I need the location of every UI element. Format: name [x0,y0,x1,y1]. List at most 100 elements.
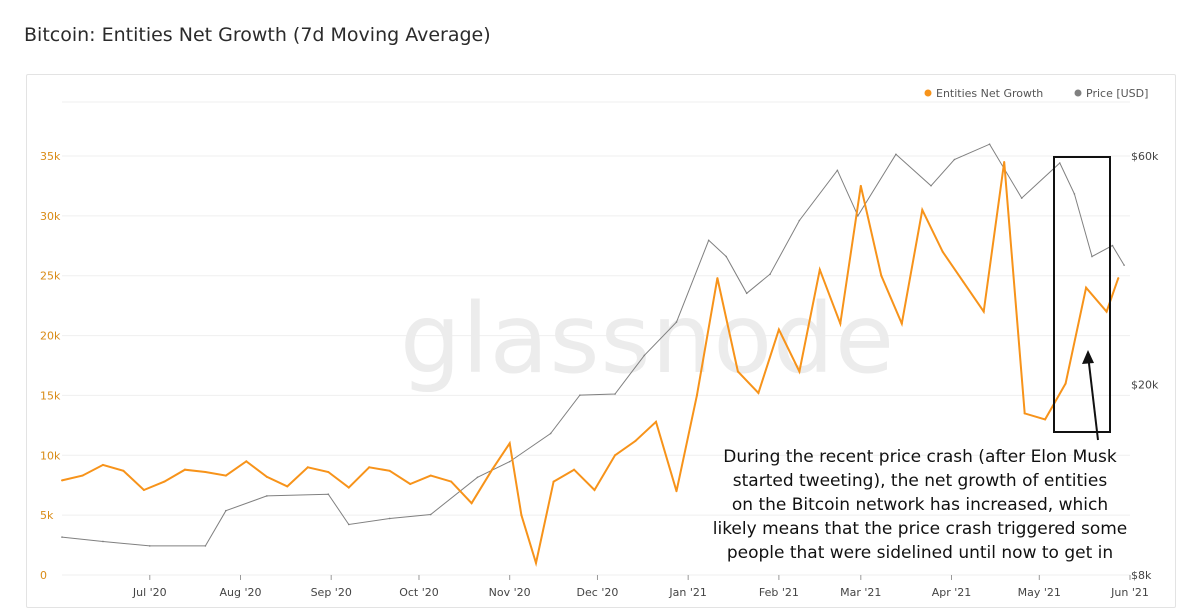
growth-point [1064,382,1067,385]
price-point [857,215,859,217]
series-points-price [61,143,1125,547]
x-tick-label: Feb '21 [759,586,799,599]
annotation-line: people that were sidelined until now to … [727,543,1113,563]
price-point [388,517,391,520]
y-left-tick-label: 30k [40,210,61,223]
growth-point [614,454,617,457]
growth-point [429,474,432,477]
price-point [225,509,227,512]
price-point [745,292,748,295]
growth-point [982,310,985,313]
price-point [953,158,956,161]
growth-point [535,562,538,565]
growth-point [122,469,125,472]
price-point [476,476,479,479]
growth-point [204,471,207,474]
growth-point [1044,418,1047,421]
price-point [1073,193,1076,195]
price-point [643,354,646,357]
price-point [1091,255,1093,258]
price-point [148,545,151,547]
growth-point [798,370,801,373]
price-point [347,523,350,526]
y-left-tick-label: 0 [40,569,47,582]
y-left-tick-label: 25k [40,270,61,283]
y-left-tick-label: 10k [40,449,61,462]
growth-point [1003,160,1006,163]
growth-point [962,280,965,283]
watermark: glassnode [400,283,895,395]
growth-point [1085,286,1088,289]
growth-point [306,466,309,469]
annotation-line: on the Bitcoin network has increased, wh… [732,495,1108,515]
price-point [266,495,268,497]
price-point [1111,244,1114,247]
growth-point [593,489,596,492]
price-point [707,239,710,242]
price-point [579,394,581,396]
price-point [1123,264,1125,266]
price-point [675,321,678,323]
growth-point [347,486,350,489]
y-right-tick-label: $8k [1131,569,1152,582]
legend: Entities Net Growth Price [USD] [924,87,1148,100]
y-left-tick-label: 35k [40,150,61,163]
growth-point [880,274,883,277]
growth-point [388,469,391,472]
x-tick-label: Aug '20 [219,586,261,599]
growth-point [368,466,371,469]
growth-point [81,474,84,477]
growth-point [818,268,821,271]
growth-point [900,322,903,325]
price-point [798,219,801,222]
annotation-text: During the recent price crash (after Elo… [713,447,1128,563]
price-point [102,540,104,543]
annotation-line: likely means that the price crash trigge… [713,519,1128,539]
x-tick-label: Nov '20 [489,586,531,599]
x-tick-label: Jan '21 [668,586,706,599]
growth-point [654,420,657,423]
growth-point [757,392,760,395]
legend-swatch [1074,89,1082,97]
price-point [429,513,432,516]
growth-point [675,490,678,493]
y-axis-left: 0 5k 10k 15k 20k 25k 30k 35k [40,150,61,582]
price-point [614,393,616,395]
growth-point [634,439,637,442]
growth-point [941,250,944,253]
x-tick-label: Jul '20 [132,586,167,599]
price-point [988,143,991,146]
highlight-box [1053,156,1111,433]
y-left-tick-label: 5k [40,509,54,522]
growth-point [224,474,227,477]
x-tick-label: Mar '21 [840,586,881,599]
x-tick-label: Jun '21 [1110,586,1149,599]
price-point [769,273,771,275]
growth-point [61,479,63,482]
growth-point [736,370,739,373]
annotation-arrowhead [1082,350,1094,364]
growth-point [921,208,924,211]
y-left-tick-label: 15k [40,389,61,402]
growth-point [695,394,698,397]
growth-point [1117,277,1120,280]
x-tick-label: May '21 [1018,586,1061,599]
growth-point [573,468,576,471]
growth-point [450,480,453,483]
chart-panel [26,74,1176,608]
growth-point [245,460,248,463]
growth-point [552,480,555,483]
growth-point [777,328,780,331]
growth-point [409,483,412,486]
legend-label: Price [USD] [1086,87,1148,100]
growth-point [1023,412,1026,415]
growth-point [859,184,862,187]
annotation-arrow [1087,354,1099,441]
y-right-tick-label: $20k [1131,378,1159,391]
growth-point [520,514,523,517]
growth-point [286,485,289,488]
legend-label: Entities Net Growth [936,87,1043,100]
legend-swatch [924,89,932,97]
growth-point [470,502,473,505]
growth-point [142,489,145,492]
